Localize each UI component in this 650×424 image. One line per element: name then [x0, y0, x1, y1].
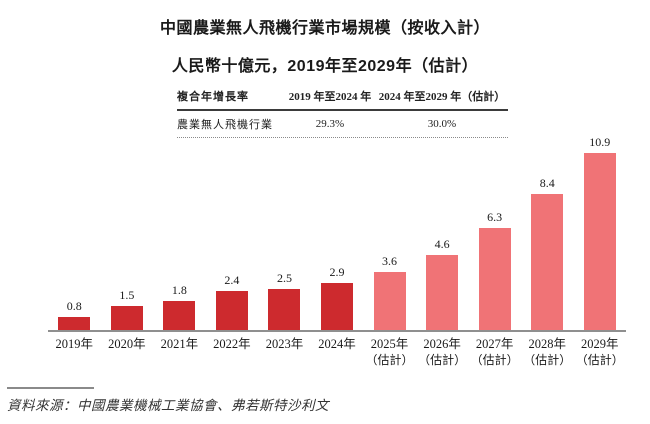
- x-axis-label-2028年: 2028年 （估計）: [521, 337, 574, 368]
- bar-value-label: 1.8: [171, 283, 187, 297]
- x-axis-label-2024年: 2024年: [311, 337, 364, 368]
- x-axis-year: 2029年: [580, 337, 619, 351]
- bar-value-label: 2.5: [276, 271, 292, 285]
- x-axis-year: 2028年: [528, 337, 566, 351]
- chart-column-2023年: 2.5: [258, 271, 311, 330]
- x-axis-label-2027年: 2027年 （估計）: [468, 337, 521, 368]
- bar-value-label: 3.6: [382, 254, 398, 268]
- bar-actual-2023年: [268, 289, 301, 330]
- x-axis-year: 2027年: [475, 337, 514, 351]
- x-axis-estimate-tag: （估計）: [575, 352, 624, 367]
- x-axis-year: 2022年: [213, 337, 251, 351]
- bar-estimate-2027年: [478, 228, 511, 330]
- x-axis-estimate-tag: （估計）: [470, 352, 519, 367]
- cagr-header-period2: 2024 年至2029 年（估計）: [378, 91, 506, 103]
- x-axis-year: 2024年: [318, 337, 356, 351]
- bar-estimate-2028年: [531, 194, 564, 330]
- bar-chart: 0.8 1.5 1.8 2.4 2.5 2.9 3.6 4.6 6.3 8.4 10.9 2019年…: [48, 135, 626, 368]
- chart-column-2022年: 2.4: [206, 273, 259, 330]
- source-note: 資料來源：中國農業機械工業協會、弗若斯特沙利文: [7, 398, 329, 413]
- bar-value-label: 6.3: [487, 210, 503, 224]
- bar-actual-2024年: [321, 283, 353, 330]
- x-axis-label-2021年: 2021年: [153, 337, 206, 368]
- x-axis-year: 2026年: [423, 337, 461, 351]
- x-axis-year: 2021年: [160, 337, 199, 351]
- x-axis-estimate-tag: （估計）: [523, 352, 572, 367]
- chart-subtitle: 人民幣十億元，2019年至2029年（估計）: [171, 58, 479, 75]
- chart-title: 中國農業無人飛機行業市場規模（按收入計）: [159, 20, 490, 37]
- x-axis-label-2020年: 2020年: [101, 337, 154, 368]
- x-axis-estimate-tag: （估計）: [365, 352, 414, 367]
- bar-value-label: 1.5: [119, 288, 135, 302]
- chart-column-2021年: 1.8: [153, 283, 206, 330]
- cagr-row-period2-value: 30.0%: [427, 118, 457, 130]
- cagr-row-period1-value: 29.3%: [315, 118, 345, 130]
- chart-title-block: 中國農業無人飛機行業市場規模（按收入計） 人民幣十億元，2019年至2029年（…: [0, 14, 650, 76]
- chart-column-2019年: 0.8: [48, 299, 101, 330]
- bar-actual-2019年: [58, 317, 91, 330]
- x-axis-label-2019年: 2019年: [48, 337, 101, 368]
- cagr-header-period1: 2019 年至2024 年: [288, 91, 372, 103]
- cagr-row-metric: 農業無人飛機行業: [177, 119, 273, 131]
- chart-xaxis-labels: 2019年 2020年 2021年 2022年 2023年 2024年 2025年 （估計） 2…: [48, 332, 626, 368]
- x-axis-estimate-tag: （估計）: [418, 352, 467, 367]
- x-axis-year: 2020年: [108, 337, 146, 351]
- bar-value-label: 4.6: [434, 237, 450, 251]
- chart-column-2024年: 2.9: [311, 265, 364, 330]
- x-axis-year: 2023年: [265, 337, 304, 351]
- bar-estimate-2029年: [583, 153, 616, 330]
- x-axis-label-2022年: 2022年: [206, 337, 259, 368]
- bar-value-label: 0.8: [66, 299, 82, 313]
- x-axis-label-2026年: 2026年 （估計）: [416, 337, 469, 368]
- x-axis-label-2023年: 2023年: [258, 337, 311, 368]
- chart-column-2025年: 3.6: [363, 254, 416, 330]
- bar-value-label: 8.4: [539, 176, 555, 190]
- chart-bars-row: 0.8 1.5 1.8 2.4 2.5 2.9 3.6 4.6 6.3 8.4 10.9: [48, 135, 626, 332]
- bar-value-label: 2.4: [224, 273, 240, 287]
- cagr-header-metric: 複合年增長率: [177, 91, 249, 103]
- bar-value-label: 10.9: [589, 135, 611, 149]
- x-axis-label-2029年: 2029年 （估計）: [573, 337, 626, 368]
- bar-estimate-2026年: [426, 255, 459, 330]
- bar-actual-2020年: [110, 306, 143, 330]
- bar-value-label: 2.9: [329, 265, 345, 279]
- chart-column-2028年: 8.4: [521, 176, 574, 330]
- bar-actual-2022年: [215, 291, 248, 330]
- x-axis-year: 2025年: [370, 337, 409, 351]
- chart-column-2026年: 4.6: [416, 237, 469, 330]
- cagr-table: 複合年增長率 2019 年至2024 年 2024 年至2029 年（估計） 農…: [177, 88, 508, 138]
- cagr-table-header-row: 複合年增長率 2019 年至2024 年 2024 年至2029 年（估計）: [177, 88, 508, 111]
- x-axis-year: 2019年: [55, 337, 94, 351]
- bar-actual-2021年: [163, 301, 196, 330]
- footnote-divider: [7, 387, 94, 389]
- cagr-table-data-row: 農業無人飛機行業 29.3% 30.0%: [177, 111, 508, 138]
- bar-estimate-2025年: [373, 272, 406, 330]
- chart-column-2029年: 10.9: [573, 135, 626, 330]
- chart-column-2020年: 1.5: [101, 288, 154, 330]
- x-axis-label-2025年: 2025年 （估計）: [363, 337, 416, 368]
- chart-column-2027年: 6.3: [468, 210, 521, 330]
